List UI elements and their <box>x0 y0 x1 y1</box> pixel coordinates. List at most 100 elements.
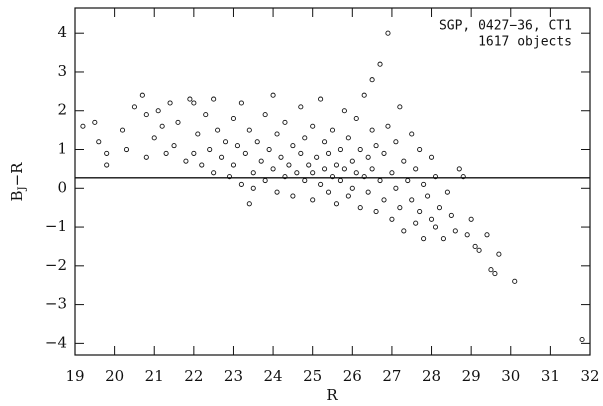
point <box>139 92 145 98</box>
point <box>171 143 177 149</box>
x-tick-label: 20 <box>105 367 124 385</box>
point <box>211 96 217 102</box>
point <box>219 154 225 160</box>
point <box>270 166 276 172</box>
point <box>175 119 181 125</box>
point <box>468 216 474 222</box>
point <box>456 166 462 172</box>
y-tick-label: 0 <box>57 178 67 196</box>
point <box>238 100 244 106</box>
point <box>385 30 391 36</box>
point <box>246 127 252 133</box>
point <box>385 123 391 129</box>
point <box>222 139 229 145</box>
point <box>373 208 379 215</box>
point <box>377 61 383 67</box>
y-tick-label: −2 <box>45 256 67 274</box>
point <box>476 247 482 253</box>
point <box>230 115 237 122</box>
y-tick-label: 2 <box>57 101 67 119</box>
point <box>413 220 419 226</box>
point <box>357 146 363 153</box>
point <box>119 127 126 133</box>
x-axis-label: R <box>326 386 338 404</box>
point <box>211 170 217 176</box>
point <box>167 100 173 106</box>
point <box>333 162 340 168</box>
point <box>325 150 332 156</box>
point <box>96 139 102 145</box>
point <box>207 146 213 153</box>
point <box>421 181 427 187</box>
point <box>452 228 458 234</box>
plot-frame <box>74 7 591 356</box>
point <box>381 197 387 203</box>
x-tick-label: 21 <box>145 367 164 385</box>
point <box>131 104 137 110</box>
point <box>310 170 316 176</box>
point <box>401 228 407 234</box>
point <box>266 146 272 153</box>
x-tick-label: 22 <box>184 367 203 385</box>
x-tick-label: 30 <box>501 367 520 385</box>
point <box>183 158 189 164</box>
point <box>425 193 431 199</box>
y-label-rest: −R <box>8 162 26 187</box>
point <box>199 162 205 168</box>
x-tick-label: 28 <box>422 367 441 385</box>
point <box>361 92 367 98</box>
point <box>318 96 324 102</box>
point <box>349 185 355 191</box>
y-axis-label: BJ−R <box>8 162 28 202</box>
point <box>397 205 403 211</box>
y-label-sub: J <box>17 186 28 191</box>
point <box>369 166 375 172</box>
x-tick-label: 31 <box>541 367 560 385</box>
point <box>496 251 502 257</box>
point <box>234 143 240 149</box>
point <box>262 177 268 184</box>
point <box>428 154 435 160</box>
point <box>290 193 296 199</box>
point <box>381 150 387 156</box>
point <box>448 212 454 218</box>
point <box>294 170 300 176</box>
point <box>464 232 470 238</box>
annotation: SGP, 0427−36, CT1 <box>439 19 572 34</box>
point <box>460 174 466 180</box>
y-tick-label: 3 <box>57 62 67 80</box>
point <box>349 158 355 164</box>
point <box>405 177 411 184</box>
point <box>440 236 446 242</box>
point <box>310 197 316 203</box>
point <box>92 119 98 125</box>
point <box>337 177 343 184</box>
point <box>191 100 197 106</box>
point <box>393 185 399 191</box>
point <box>104 162 110 168</box>
point <box>226 174 233 180</box>
point <box>274 131 280 137</box>
point <box>369 77 375 83</box>
x-tick-label: 29 <box>462 367 481 385</box>
point <box>215 127 221 133</box>
point <box>432 174 439 180</box>
point <box>159 123 165 129</box>
point <box>488 267 494 273</box>
point <box>270 92 276 98</box>
point <box>341 108 347 114</box>
point <box>302 135 308 141</box>
point <box>512 278 518 284</box>
point <box>409 197 415 203</box>
point <box>262 112 268 118</box>
point <box>242 150 248 156</box>
y-tick-label: 4 <box>57 23 67 41</box>
point <box>401 158 407 164</box>
y-tick-label: −1 <box>45 217 67 235</box>
point <box>333 201 340 207</box>
x-tick-label: 19 <box>65 367 84 385</box>
y-tick-label: 1 <box>57 140 67 158</box>
point <box>282 174 288 180</box>
point <box>393 139 399 145</box>
point <box>230 162 237 168</box>
